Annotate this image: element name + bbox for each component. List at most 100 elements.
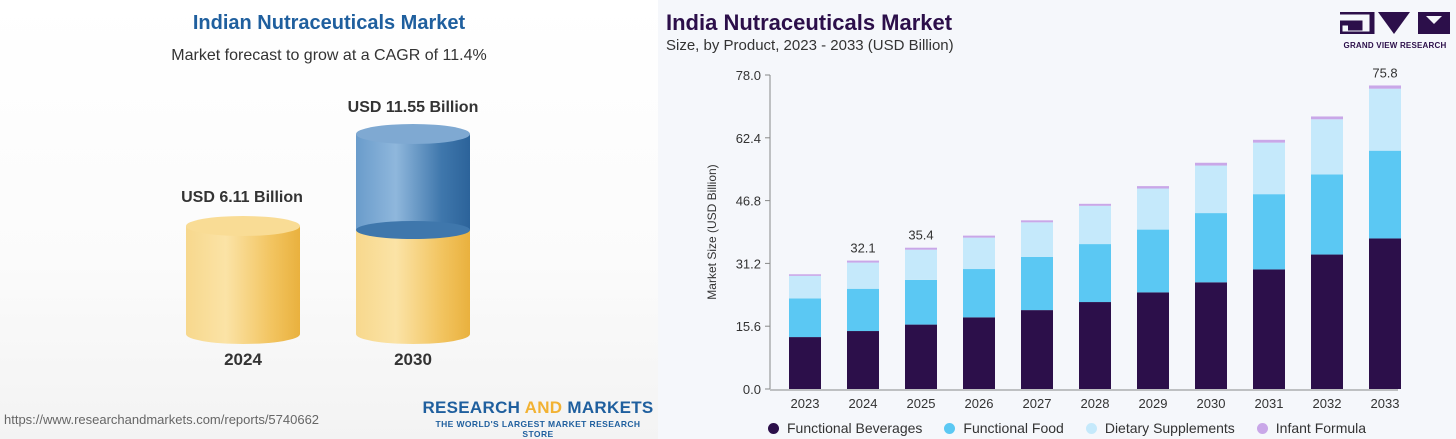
bar-infant-formula-2023 [789, 274, 821, 276]
total-label-2025: 35.4 [908, 228, 933, 243]
bar-dietary-supplements-2029 [1137, 188, 1169, 230]
bar-dietary-supplements-2026 [963, 237, 995, 270]
total-label-2033: 75.8 [1372, 65, 1397, 80]
bar-infant-formula-2029 [1137, 186, 1169, 189]
x-tick-label: 2026 [965, 396, 994, 411]
bar-functional-food-2029 [1137, 229, 1169, 293]
value-label-2030: USD 11.55 Billion [347, 99, 479, 116]
y-axis: 0.0 15.6 31.2 46.8 62.4 78.0 Market Size (USD … [705, 68, 771, 397]
bar-dietary-supplements-2030 [1195, 165, 1227, 214]
left-infographic-panel: Indian Nutraceuticals Market Market fore… [0, 0, 658, 439]
bar-functional-beverages-2029 [1137, 292, 1169, 389]
y-axis-title: Market Size (USD Billion) [705, 164, 719, 299]
bar-functional-beverages-2028 [1079, 302, 1111, 389]
chart-title: India Nutraceuticals Market [666, 10, 953, 35]
legend-label: Infant Formula [1275, 420, 1367, 436]
bar-dietary-supplements-2032 [1311, 119, 1343, 175]
bar-dietary-supplements-2027 [1021, 222, 1053, 257]
x-tick-label: 2028 [1081, 396, 1110, 411]
x-tick-label: 2032 [1313, 396, 1342, 411]
y-tick-label: 0.0 [743, 382, 761, 397]
bar-infant-formula-2033 [1369, 85, 1401, 89]
bar-infant-formula-2031 [1253, 139, 1285, 143]
bar-dietary-supplements-2033 [1369, 88, 1401, 151]
bar-functional-beverages-2033 [1369, 238, 1401, 389]
gvr-logo-text: GRAND VIEW RESEARCH [1343, 41, 1447, 50]
legend-label: Functional Beverages [787, 420, 923, 436]
legend-swatch [944, 422, 956, 434]
bar-functional-food-2030 [1195, 213, 1227, 283]
bar-functional-food-2027 [1021, 256, 1053, 311]
bar-functional-beverages-2024 [847, 331, 879, 389]
bar-dietary-supplements-2031 [1253, 142, 1285, 195]
bar-infant-formula-2030 [1195, 162, 1227, 166]
research-and-markets-logo: RESEARCH AND MARKETS THE WORLD'S LARGEST… [420, 398, 656, 439]
bar-functional-beverages-2032 [1311, 254, 1343, 389]
y-tick-label: 15.6 [736, 319, 761, 334]
left-title: Indian Nutraceuticals Market [192, 12, 466, 34]
cylinder-2030 [356, 124, 470, 344]
legend-item: Infant Formula [1256, 420, 1367, 436]
bar-dietary-supplements-2023 [789, 275, 821, 299]
gvr-logo-mark [1337, 9, 1450, 37]
x-tick-label: 2033 [1371, 396, 1400, 411]
x-tick-label: 2029 [1139, 396, 1168, 411]
left-subtitle: Market forecast to grow at a CAGR of 11.… [171, 47, 487, 64]
right-chart-panel: India Nutraceuticals Market Size, by Pro… [658, 0, 1456, 439]
y-tick-label: 31.2 [736, 256, 761, 271]
x-tick-label: 2023 [791, 396, 820, 411]
bar-functional-food-2025 [905, 279, 937, 325]
bar-infant-formula-2025 [905, 247, 937, 250]
y-tick-label: 78.0 [736, 68, 761, 83]
grand-view-research-logo: GRAND VIEW RESEARCH [1336, 9, 1454, 50]
bar-functional-beverages-2023 [789, 337, 821, 389]
bar-functional-food-2024 [847, 288, 879, 332]
total-annotations: 32.1 35.4 75.8 [850, 65, 1397, 255]
chart-subtitle: Size, by Product, 2023 - 2033 (USD Billi… [666, 37, 954, 54]
x-tick-label: 2030 [1197, 396, 1226, 411]
legend-item: Functional Beverages [768, 420, 922, 436]
x-tick-label: 2024 [849, 396, 878, 411]
legend-label: Functional Food [963, 420, 1064, 436]
bar-infant-formula-2028 [1079, 203, 1111, 206]
bar-functional-beverages-2030 [1195, 282, 1227, 389]
chart-legend: Functional Beverages Functional Food Dieta… [768, 420, 1366, 436]
legend-swatch [768, 422, 779, 434]
legend-swatch [1085, 422, 1097, 434]
bar-functional-food-2026 [963, 269, 995, 318]
bar-functional-beverages-2026 [963, 317, 995, 389]
bar-infant-formula-2026 [963, 235, 995, 238]
year-label-2024: 2024 [224, 350, 262, 369]
legend-item: Functional Food [944, 420, 1064, 436]
bar-infant-formula-2032 [1311, 116, 1343, 120]
y-tick-label: 46.8 [736, 194, 761, 209]
year-label-2030: 2030 [394, 350, 432, 369]
bar-functional-food-2032 [1311, 174, 1343, 255]
bar-dietary-supplements-2024 [847, 262, 879, 289]
source-url[interactable]: https://www.researchandmarkets.com/repor… [4, 412, 320, 427]
bar-functional-food-2031 [1253, 194, 1285, 270]
bar-functional-beverages-2027 [1021, 310, 1053, 389]
x-tick-label: 2025 [907, 396, 936, 411]
logo-tagline: THE WORLD'S LARGEST MARKET RESEARCH STOR… [435, 419, 641, 439]
stacked-bar-chart: 0.0 15.6 31.2 46.8 62.4 78.0 Market Size (USD … [705, 65, 1401, 411]
bar-functional-food-2023 [789, 298, 821, 338]
bar-dietary-supplements-2025 [905, 249, 937, 280]
bar-functional-food-2028 [1079, 244, 1111, 303]
bar-functional-beverages-2025 [905, 324, 937, 389]
bar-functional-food-2033 [1369, 150, 1401, 239]
cylinder-2024 [186, 216, 300, 344]
x-tick-label: 2027 [1023, 396, 1052, 411]
bar-series [789, 85, 1401, 389]
bar-infant-formula-2027 [1021, 220, 1053, 223]
bar-functional-beverages-2031 [1253, 269, 1285, 389]
legend-swatch [1256, 422, 1268, 434]
legend-item: Dietary Supplements [1085, 420, 1235, 436]
x-tick-label: 2031 [1255, 396, 1284, 411]
cylinder-graphic [186, 124, 470, 344]
value-label-2024: USD 6.11 Billion [181, 189, 303, 206]
y-tick-label: 62.4 [736, 131, 761, 146]
bar-infant-formula-2024 [847, 260, 879, 263]
bar-dietary-supplements-2028 [1079, 205, 1111, 245]
x-axis: 2023 2024 2025 2026 2027 2028 2029 2030 2031 2032… [770, 389, 1400, 411]
